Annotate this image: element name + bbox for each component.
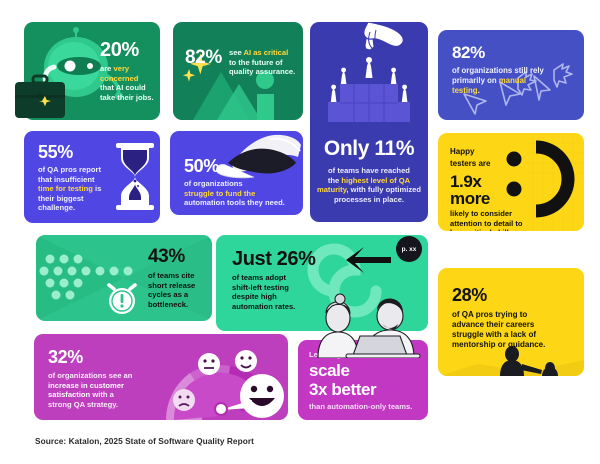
card-mentorship: 28% of QA pros trying to advance their c… <box>438 268 584 376</box>
desc-hl1: AI as critical <box>243 48 289 57</box>
card-manual-testing: 82% of organizations still rely primaril… <box>438 30 584 120</box>
desc-line2: concerned <box>100 73 139 83</box>
stat-value: Only 11% <box>323 137 415 160</box>
desc-line2: with a <box>90 390 114 400</box>
stat-value: 50% <box>184 156 219 176</box>
desc-hl1: shift-left testing <box>232 282 289 292</box>
desc-hl1: manual <box>498 75 527 85</box>
stat-description: of QA pros trying to advance their caree… <box>452 310 576 350</box>
desc-line1: of QA pros report <box>38 165 102 174</box>
stat-description: of organizations still rely primarily on… <box>452 66 572 95</box>
card-happy-testers: Happy testers are 1.9x more likely to co… <box>438 133 584 231</box>
desc-hl1: short release <box>148 280 196 290</box>
stat-value: 32% <box>48 347 83 367</box>
stat-value: Just 26% <box>232 248 316 270</box>
page-reference-badge[interactable]: p. xx <box>396 236 422 262</box>
desc-line2a: primarily on <box>452 75 499 85</box>
desc-hl2: maturity <box>316 185 347 195</box>
desc-hl1: lack of <box>510 330 537 340</box>
desc-line2: that insufficient <box>38 174 95 184</box>
stat-value: 20% <box>100 39 139 61</box>
desc-line3: be a critical skill. <box>450 228 511 231</box>
happy-prefix: Happy testers are <box>450 146 490 169</box>
desc-hl2: testing <box>452 85 478 95</box>
desc-line2: advance their careers <box>452 320 535 330</box>
desc-line1: see <box>229 48 244 57</box>
desc-line1: of QA pros trying to <box>452 310 528 319</box>
prefix-line1: Happy <box>450 147 475 156</box>
desc-line3: quality assurance. <box>229 67 296 77</box>
desc-line1: of organizations <box>184 179 243 188</box>
team-laptop-icon <box>317 293 421 358</box>
stat-description: see AI as critical to the future of qual… <box>229 48 299 77</box>
card-qa-maturity: Only 11% of teams have reached the highe… <box>310 22 428 222</box>
stat-description: likely to consider attention to detail t… <box>450 209 570 231</box>
desc-line1: of organizations still rely <box>452 66 544 75</box>
desc-line1: of teams cite <box>148 271 195 280</box>
stat-description: of organizations struggle to fund the au… <box>184 179 302 208</box>
stat-description: of QA pros report that insufficient time… <box>38 165 122 213</box>
desc-line3a: struggle with a <box>452 330 511 340</box>
stat-value: 82% <box>452 43 485 62</box>
desc-line2a: the <box>327 175 342 185</box>
desc-line5: challenge. <box>38 203 76 213</box>
stat-description: of teams cite short release cycles as a … <box>148 271 210 309</box>
card-funding-automation: 50% of organizations struggle to fund th… <box>170 131 303 215</box>
stat-value: 43% <box>148 246 185 267</box>
stat-value-secondary: 3x better <box>309 380 377 399</box>
desc-line1: of teams have reached <box>328 166 410 175</box>
source-note: Source: Katalon, 2025 State of Software … <box>35 436 254 446</box>
stat-description: of teams have reached the highest level … <box>313 166 425 204</box>
desc-line1: of organizations see an <box>48 371 133 380</box>
stat-description: of teams adopt shift-left testing despit… <box>232 273 332 311</box>
desc-line2: to <box>513 218 523 228</box>
stat-value-secondary: more <box>450 189 490 208</box>
card-ai-critical: 82% see AI as critical to the future of … <box>173 22 303 120</box>
desc-line3: bottleneck. <box>148 299 189 309</box>
desc-line3: processes in place. <box>333 194 405 204</box>
desc-hl1: very <box>113 64 130 73</box>
stat-value-primary: scale <box>309 361 350 380</box>
card-insufficient-time: 55% of QA pros report that insufficient … <box>24 131 160 223</box>
desc-line1: are <box>100 64 114 73</box>
desc-hl1: attention to detail <box>450 218 514 228</box>
card-customer-satisfaction: 32% of organizations see an increase in … <box>34 334 288 420</box>
desc-line3: strong QA strategy. <box>48 399 119 409</box>
desc-hl1: increase in customer <box>48 380 124 390</box>
desc-line4: take their jobs. <box>100 92 154 102</box>
stat-value: 55% <box>38 142 73 162</box>
desc-line3: that AI could <box>100 83 146 93</box>
desc-line4: their biggest <box>38 193 84 203</box>
prefix-line2: testers are <box>450 158 491 168</box>
stat-description: of organizations see an increase in cust… <box>48 371 166 409</box>
desc-line1: of teams adopt <box>232 273 287 282</box>
desc-line2: as a <box>171 290 189 300</box>
desc-line2b: , with fully optimized <box>346 185 422 195</box>
desc-line1: likely to consider <box>450 209 513 218</box>
desc-line3: automation rates. <box>232 301 296 311</box>
stat-value-primary: 1.9x <box>450 172 482 191</box>
desc-hl1: struggle to fund the <box>184 188 256 198</box>
stat-description: are very concerned that AI could take th… <box>100 64 158 102</box>
briefcase-icon <box>15 74 65 118</box>
card-release-cycles: 43% of teams cite short release cycles a… <box>36 235 212 321</box>
stat-description: than automation-only teams. <box>309 402 413 411</box>
desc-hl1: time for testing <box>38 184 93 194</box>
desc-line2: automation tools they need. <box>184 198 285 208</box>
stat-value: 82% <box>185 47 222 68</box>
desc-hl2: mentorship <box>452 340 496 350</box>
desc-line2: to the future of <box>229 57 283 67</box>
desc-hl2: cycles <box>148 290 172 300</box>
desc-line3b: or guidance. <box>495 340 546 350</box>
desc-line2: despite high <box>232 292 277 302</box>
desc-hl2: satisfaction <box>48 390 91 400</box>
desc-line3: is <box>92 184 102 194</box>
desc-hl1: highest level of QA <box>341 175 411 185</box>
stat-value: 28% <box>452 285 487 305</box>
desc-line2b: . <box>477 85 480 95</box>
